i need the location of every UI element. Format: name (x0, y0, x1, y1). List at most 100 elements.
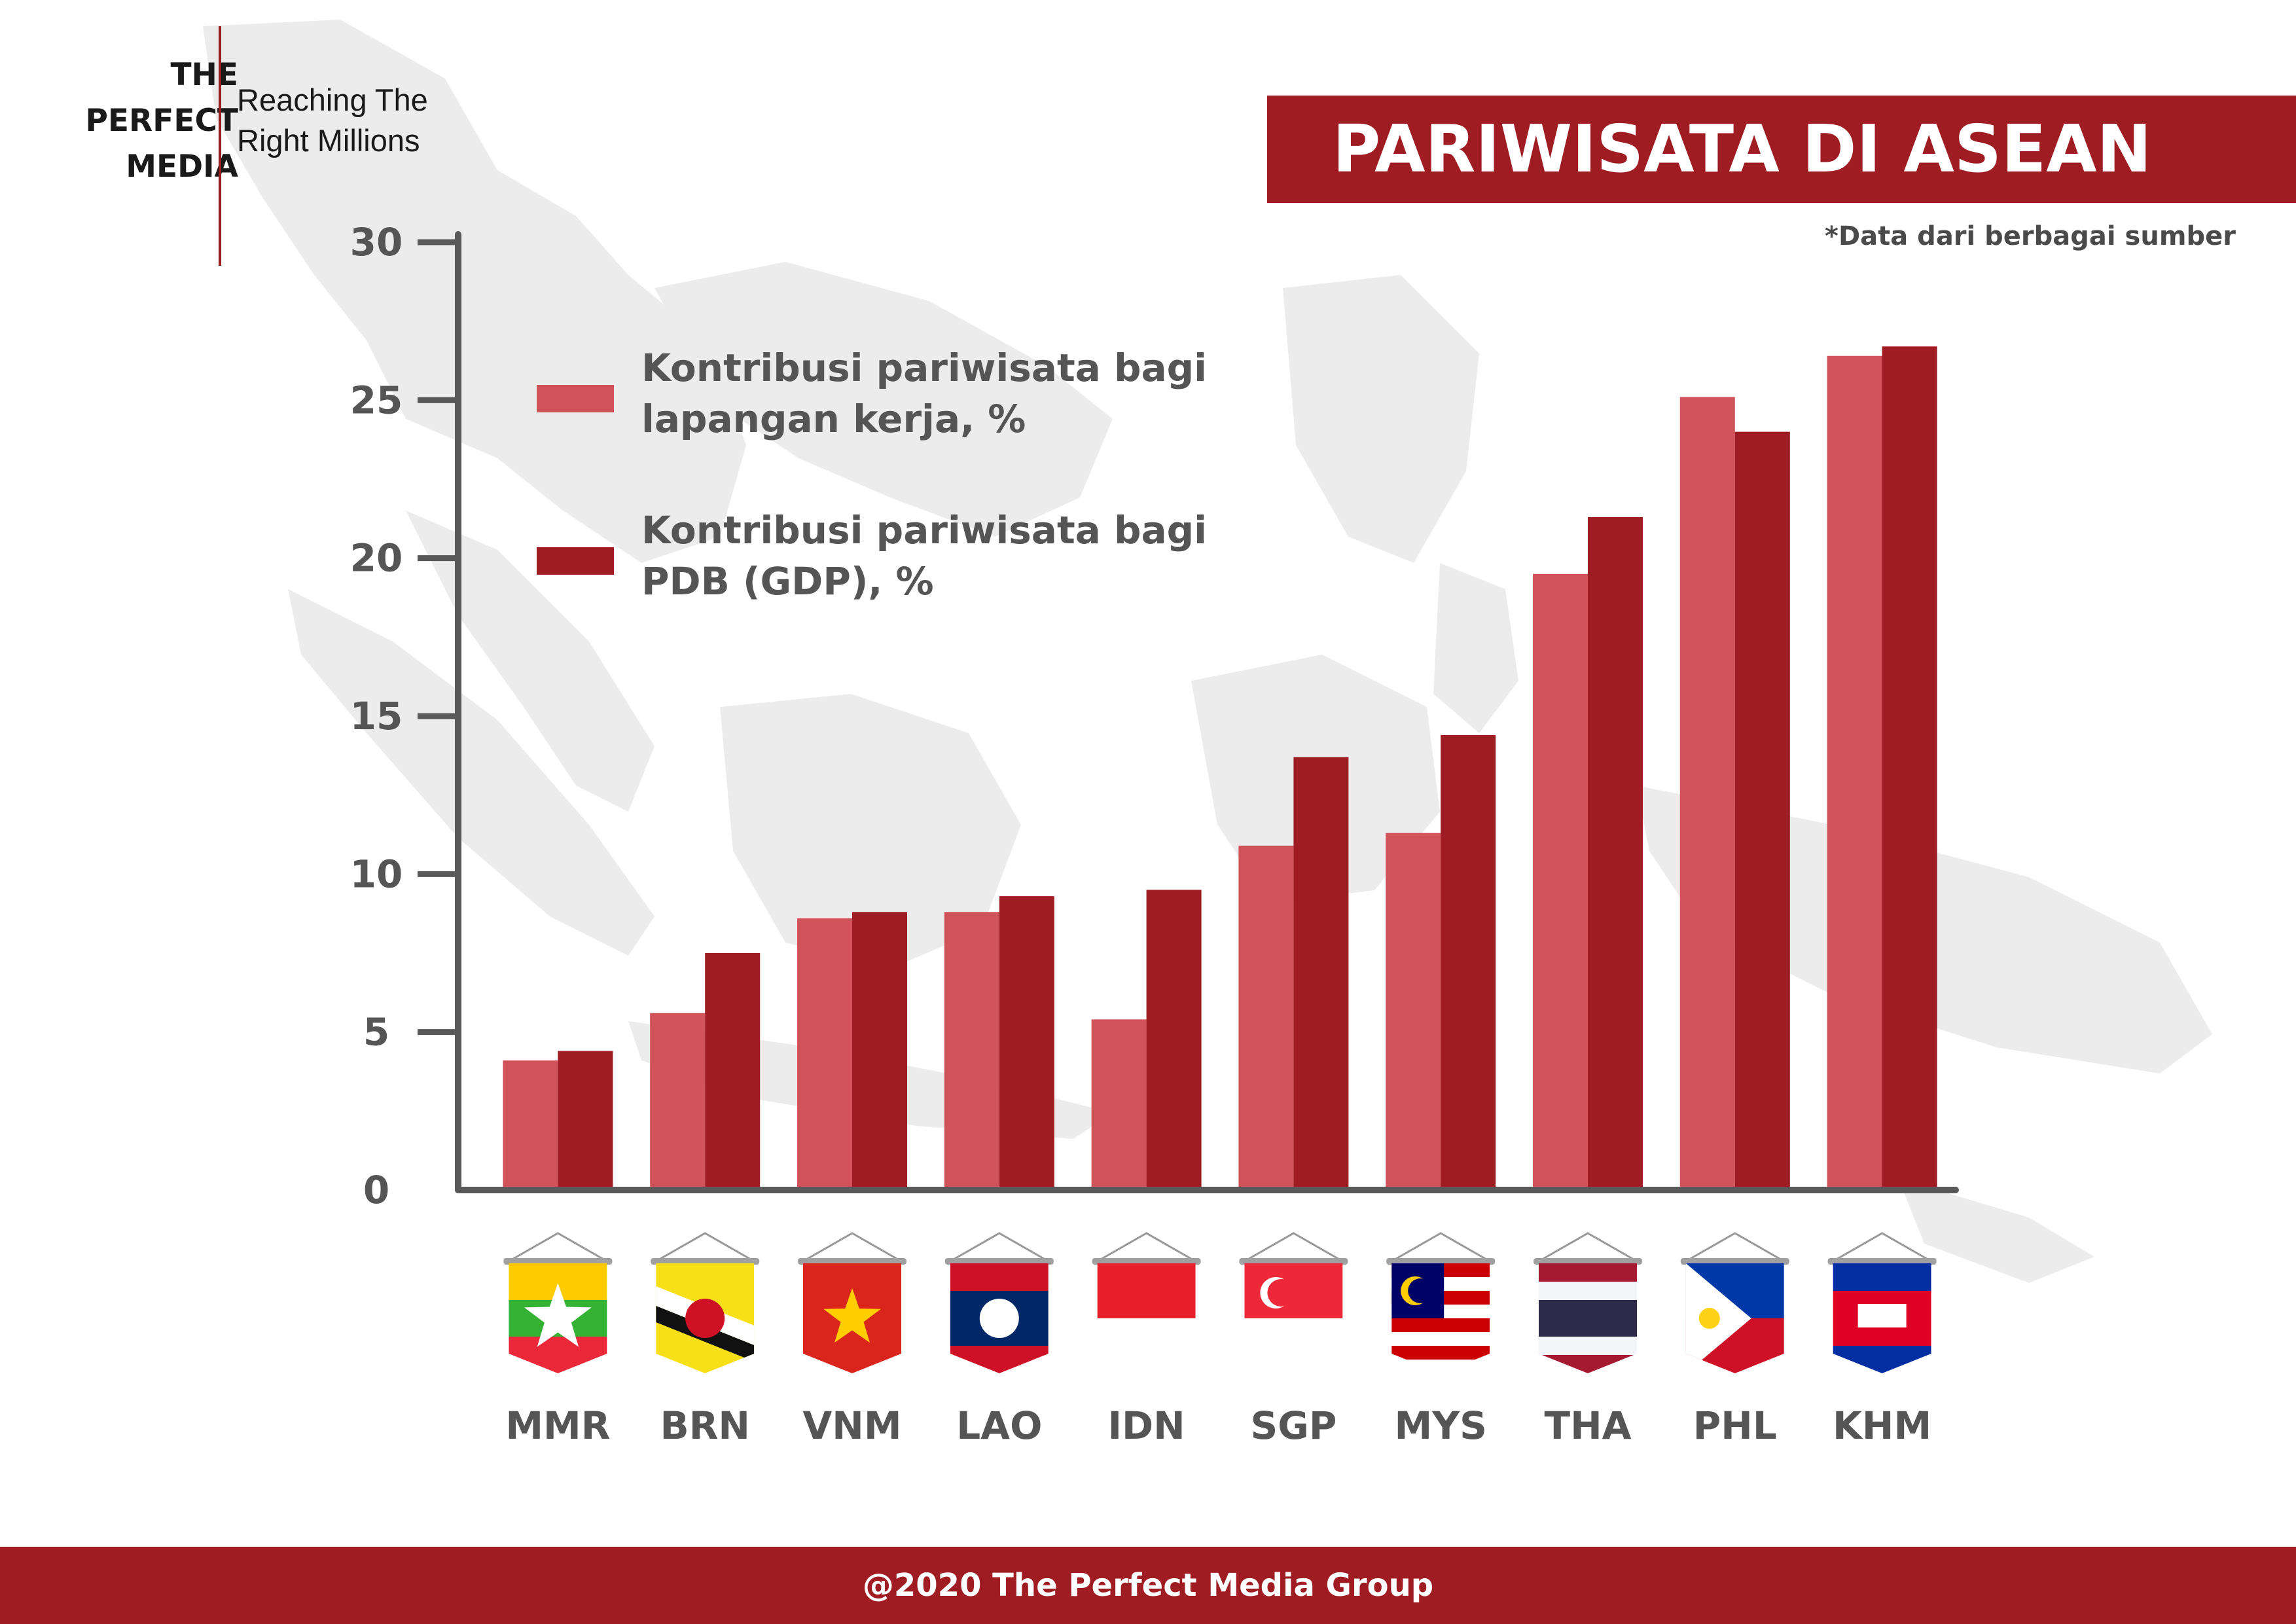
legend-swatch-series-1 (537, 385, 614, 412)
flag-pole (1239, 1258, 1348, 1265)
flag-star (823, 1288, 881, 1343)
brand-divider (219, 26, 221, 266)
bar-mys-series-2 (1441, 734, 1496, 1187)
flag-part (1244, 1318, 1343, 1373)
flag-stripe (1391, 1360, 1490, 1373)
flag-hanging-string (806, 1232, 899, 1261)
flag-pole (1827, 1258, 1937, 1265)
cambodia-flag-icon (1827, 1232, 1937, 1373)
y-tick-label: 25 (350, 378, 403, 422)
bar-tha-series-1 (1533, 573, 1588, 1187)
bar-mys-series-1 (1386, 833, 1441, 1187)
category-label-mys: MYS (1394, 1403, 1487, 1448)
bar-brn-series-1 (650, 1013, 706, 1187)
category-label-sgp: SGP (1250, 1403, 1336, 1448)
malaysia-flag-icon (1386, 1232, 1496, 1373)
bar-idn-series-2 (1146, 890, 1202, 1187)
flag-stripe (1391, 1346, 1490, 1360)
flag-hanging-string (511, 1232, 605, 1261)
flag-fabric (1539, 1263, 1637, 1373)
flag-hanging-string (1689, 1232, 1782, 1261)
flag-fabric (1391, 1263, 1490, 1373)
flag-emblem (1408, 1278, 1433, 1303)
indonesia-flag-icon (1092, 1232, 1201, 1373)
flag-emblem (1857, 1304, 1907, 1327)
legend-label-series-2: PDB (GDP), % (641, 559, 934, 604)
flag-fabric (656, 1263, 755, 1373)
bar-mmr-series-2 (558, 1051, 613, 1187)
flag-stripe (1391, 1318, 1490, 1332)
flag-hanging-string (1247, 1232, 1340, 1261)
thailand-flag-icon (1534, 1232, 1642, 1373)
brunei-flag-icon (651, 1232, 760, 1373)
bar-idn-series-1 (1091, 1019, 1147, 1187)
category-label-khm: KHM (1833, 1403, 1931, 1448)
bar-vnm-series-1 (797, 918, 852, 1187)
vietnam-flag-icon (798, 1232, 906, 1373)
bar-tha-series-2 (1588, 516, 1643, 1187)
flag-pole (1680, 1258, 1789, 1265)
bar-sgp-series-2 (1293, 757, 1349, 1187)
source-note: *Data dari berbagai sumber (1825, 221, 2236, 251)
flag-star (524, 1283, 592, 1347)
chart-title: PARIWISATA DI ASEAN (1267, 96, 2296, 203)
flag-hanging-string (658, 1232, 751, 1261)
flag-hanging-string (953, 1232, 1046, 1261)
flag-part (1539, 1337, 1637, 1355)
flag-hanging-string (1100, 1232, 1193, 1261)
flag-part (1097, 1263, 1196, 1318)
myanmar-flag-icon (503, 1232, 613, 1373)
flag-part (1833, 1346, 1931, 1373)
category-label-tha: THA (1545, 1403, 1632, 1448)
flag-fabric (803, 1263, 901, 1373)
flag-pole (503, 1258, 613, 1265)
flag-part (950, 1263, 1049, 1291)
category-label-lao: LAO (956, 1403, 1042, 1448)
y-tick-label: 0 (363, 1168, 389, 1212)
flag-part (1539, 1282, 1637, 1300)
flag-part (1539, 1263, 1637, 1282)
category-label-vnm: VNM (802, 1403, 901, 1448)
brand-tagline-line: Reaching The (237, 82, 428, 117)
bar-lao-series-2 (999, 896, 1054, 1187)
bar-lao-series-1 (944, 912, 999, 1187)
flag-emblem (1267, 1279, 1295, 1307)
flag-pole (1386, 1258, 1496, 1265)
flag-pole (651, 1258, 760, 1265)
brand-name-line: THE (170, 57, 238, 93)
y-tick-label: 30 (350, 220, 403, 264)
footer-copyright: @2020 The Perfect Media Group (0, 1547, 2296, 1624)
y-tick-label: 10 (350, 852, 403, 896)
y-tick-label: 15 (350, 694, 403, 738)
flag-fabric (1833, 1263, 1931, 1373)
brand-tagline-line: Right Millions (237, 123, 420, 158)
bar-vnm-series-2 (852, 912, 907, 1187)
flag-part (1833, 1263, 1931, 1291)
flag-emblem (979, 1299, 1019, 1338)
philippines-flag-icon (1680, 1232, 1789, 1373)
category-label-brn: BRN (660, 1403, 749, 1448)
bar-brn-series-2 (705, 953, 761, 1187)
flag-part (1097, 1318, 1196, 1373)
bar-phl-series-1 (1679, 397, 1735, 1187)
legend-label-series-1: Kontribusi pariwisata bagi (641, 346, 1207, 390)
flag-part (1539, 1300, 1637, 1337)
flag-pole (798, 1258, 906, 1265)
flag-hanging-string (1541, 1232, 1634, 1261)
y-tick-label: 20 (350, 536, 403, 581)
brand-name-line: PERFECT (85, 103, 238, 139)
bar-khm-series-1 (1827, 355, 1882, 1187)
flag-fabric (1685, 1263, 1784, 1373)
flag-fabric (1097, 1263, 1196, 1373)
flag-emblem (685, 1299, 725, 1338)
category-label-phl: PHL (1693, 1403, 1777, 1448)
legend-label-series-1: lapangan kerja, % (641, 397, 1026, 441)
legend-swatch-series-2 (537, 547, 614, 575)
singapore-flag-icon (1239, 1232, 1348, 1373)
flag-stripe (1391, 1332, 1490, 1346)
bar-khm-series-2 (1882, 346, 1937, 1187)
bar-phl-series-2 (1734, 431, 1790, 1187)
flag-part (509, 1337, 607, 1373)
y-tick-label: 5 (363, 1010, 389, 1055)
